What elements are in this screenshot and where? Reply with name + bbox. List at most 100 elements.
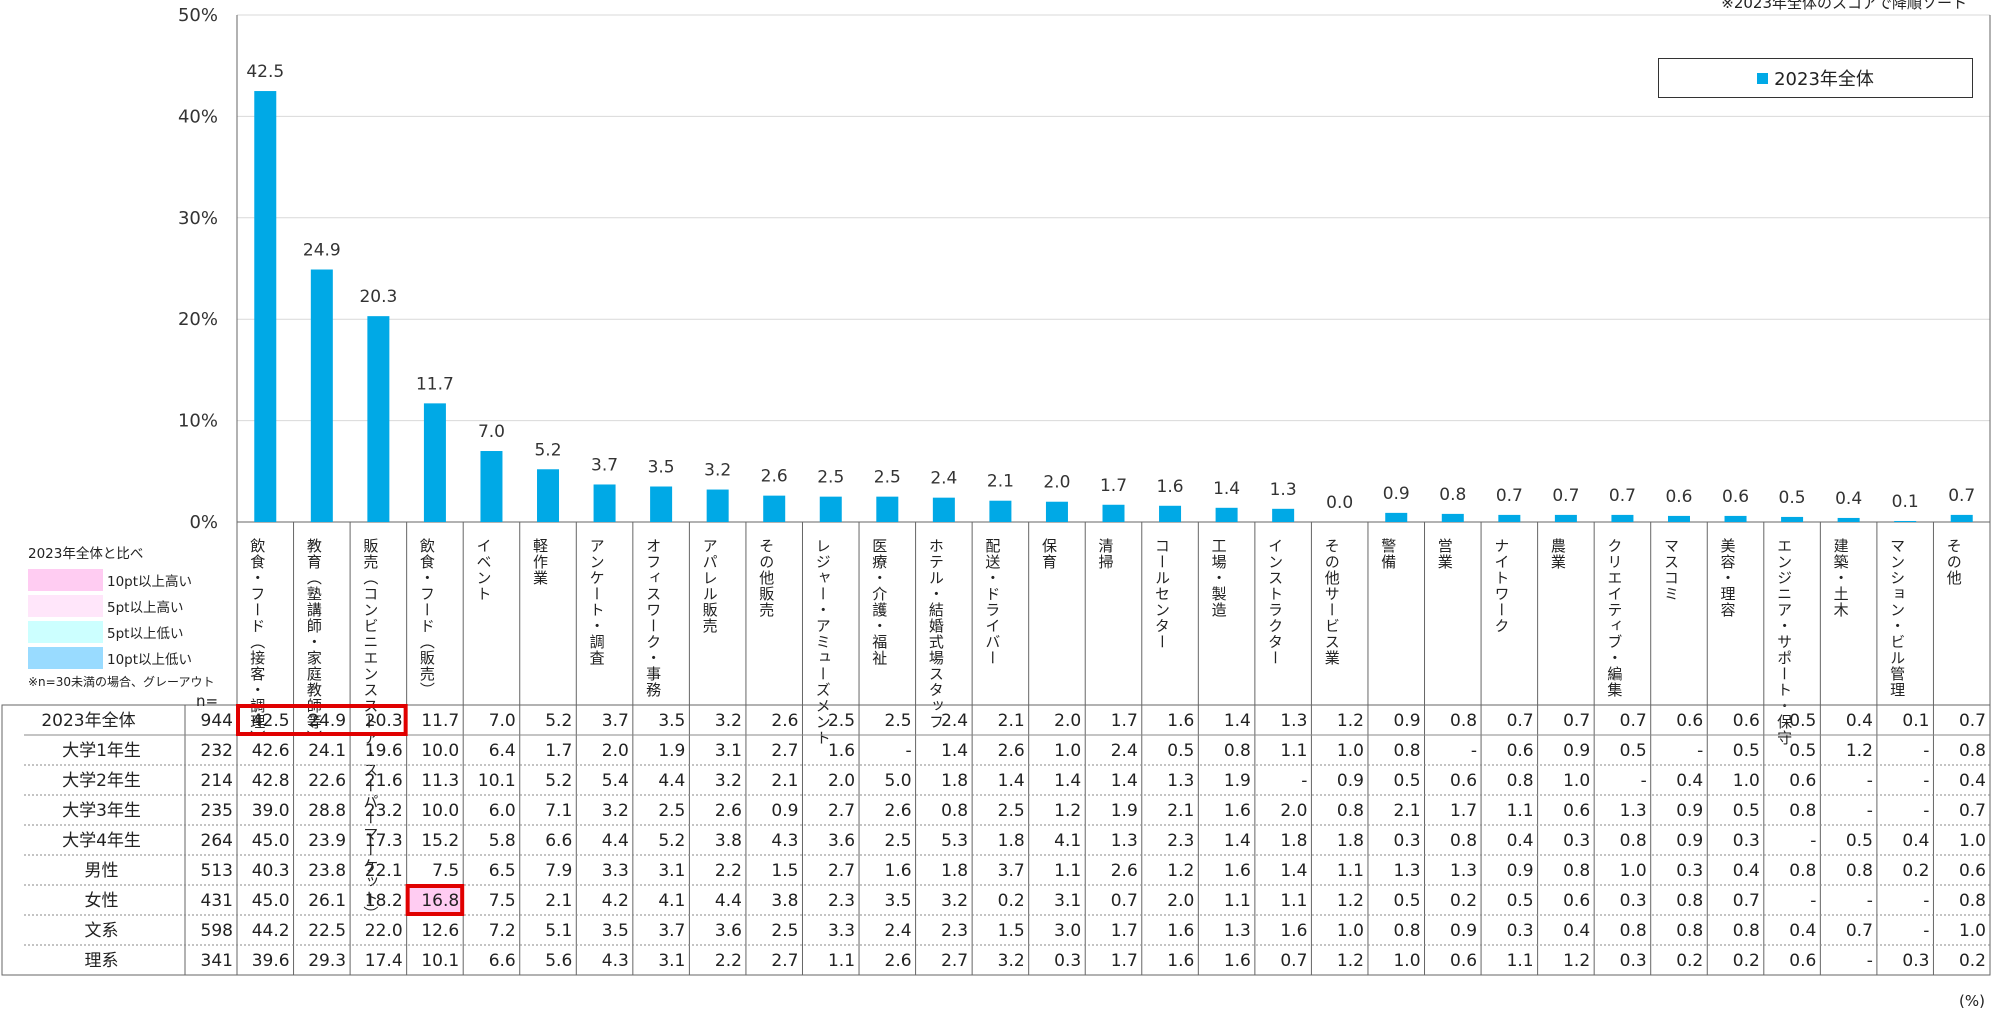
category-label: 軽作業: [531, 538, 549, 586]
table-cell: 1.6: [1224, 951, 1251, 971]
table-cell: 1.3: [1280, 711, 1307, 731]
red-highlight-box: [236, 704, 408, 736]
table-cell: 17.4: [365, 951, 403, 971]
table-cell: 1.0: [1959, 831, 1986, 851]
table-cell: 1.1: [1280, 741, 1307, 761]
key-swatch: [28, 568, 103, 591]
table-cell: 24.9: [308, 711, 346, 731]
table-cell: 2.6: [1111, 861, 1138, 881]
table-cell: 2.0: [1167, 891, 1194, 911]
table-cell: 0.8: [1450, 711, 1477, 731]
y-tick-label: 50%: [178, 5, 218, 26]
bar: [1724, 515, 1747, 522]
table-cell: 42.8: [252, 771, 290, 791]
table-cell: 0.8: [1393, 741, 1420, 761]
table-cell: 0.2: [998, 891, 1025, 911]
table-cell: 0.8: [941, 801, 968, 821]
y-tick-label: 30%: [178, 208, 218, 229]
table-cell: 1.9: [1224, 771, 1251, 791]
table-cell: 22.1: [365, 861, 403, 881]
key-swatch: [28, 594, 103, 617]
table-cell: 4.3: [602, 951, 629, 971]
table-cell: 3.8: [715, 831, 742, 851]
sort-note: ※2023年全体のスコアで降順ソート: [1721, 0, 1967, 12]
table-cell: -: [1867, 951, 1873, 971]
table-cell: 5.2: [545, 771, 572, 791]
table-cell: 42.5: [252, 711, 290, 731]
table-cell: -: [1867, 891, 1873, 911]
table-cell: 3.7: [658, 921, 685, 941]
table-cell: 0.8: [1676, 891, 1703, 911]
category-label: 教育（塾講師・家庭教師等）: [305, 538, 323, 746]
table-cell: 0.6: [1733, 711, 1760, 731]
table-n-value: 264: [201, 831, 233, 851]
table-cell: 17.3: [365, 831, 403, 851]
category-label: 営業: [1436, 538, 1454, 570]
table-n-value: 235: [201, 801, 233, 821]
table-cell: 0.9: [1676, 831, 1703, 851]
table-cell: 1.5: [998, 921, 1025, 941]
table-cell: 2.4: [1111, 741, 1138, 761]
bar: [876, 496, 899, 522]
table-cell: 1.2: [1054, 801, 1081, 821]
category-label: 美容・理容: [1719, 538, 1737, 618]
category-label: インストラクター: [1266, 538, 1284, 666]
table-cell: 1.0: [1733, 771, 1760, 791]
legend-swatch: [1757, 72, 1769, 84]
table-cell: 1.0: [1393, 951, 1420, 971]
table-cell: 1.1: [1224, 891, 1251, 911]
bar: [1611, 514, 1634, 522]
table-cell: 1.6: [885, 861, 912, 881]
table-cell: 10.0: [421, 801, 459, 821]
table-cell: -: [1301, 771, 1307, 791]
table-cell: 0.2: [1902, 861, 1929, 881]
table-cell: 2.7: [828, 861, 855, 881]
key-label: 5pt以上高い: [107, 599, 184, 616]
table-cell: 1.8: [941, 861, 968, 881]
table-cell: 0.8: [1224, 741, 1251, 761]
table-cell: 3.2: [715, 711, 742, 731]
table-cell: -: [1923, 741, 1929, 761]
table-cell: 1.4: [1054, 771, 1081, 791]
bar: [1498, 514, 1521, 522]
bar-value-label: 5.2: [534, 440, 561, 460]
table-cell: 7.0: [489, 711, 516, 731]
table-row-label: 女性: [85, 891, 119, 911]
bar-value-label: 2.5: [874, 468, 901, 488]
bar-value-label: 1.6: [1157, 477, 1184, 497]
table-cell: 0.7: [1111, 891, 1138, 911]
table-cell: 0.9: [1450, 921, 1477, 941]
bar-value-label: 2.1: [987, 472, 1014, 492]
table-cell: 2.3: [828, 891, 855, 911]
table-cell: 1.6: [1167, 711, 1194, 731]
bar: [254, 91, 277, 523]
table-cell: 1.2: [1337, 951, 1364, 971]
bar: [1837, 517, 1860, 522]
table-cell: 0.4: [1507, 831, 1534, 851]
red-highlight-box: [405, 884, 465, 916]
table-cell: 1.0: [1959, 921, 1986, 941]
bar-value-label: 0.6: [1722, 487, 1749, 507]
table-cell: 3.1: [1054, 891, 1081, 911]
bar: [537, 469, 560, 522]
bar: [819, 496, 842, 522]
bar: [367, 316, 390, 522]
table-cell: 0.4: [1902, 831, 1929, 851]
bar-value-label: 3.2: [704, 461, 731, 481]
table-cell: 0.8: [1789, 861, 1816, 881]
table-cell: 2.0: [1280, 801, 1307, 821]
table-cell: 4.1: [1054, 831, 1081, 851]
bar: [932, 497, 955, 522]
table-cell: 0.5: [1733, 741, 1760, 761]
table-cell: 28.8: [308, 801, 346, 821]
table-cell: 1.3: [1111, 831, 1138, 851]
table-cell: 1.3: [1620, 801, 1647, 821]
bar: [1781, 516, 1804, 522]
table-cell: 3.1: [658, 861, 685, 881]
table-cell: -: [1641, 771, 1647, 791]
table-cell: 26.1: [308, 891, 346, 911]
bar-value-label: 2.4: [930, 469, 957, 489]
table-cell: 1.1: [1337, 861, 1364, 881]
table-cell: 1.4: [941, 741, 968, 761]
